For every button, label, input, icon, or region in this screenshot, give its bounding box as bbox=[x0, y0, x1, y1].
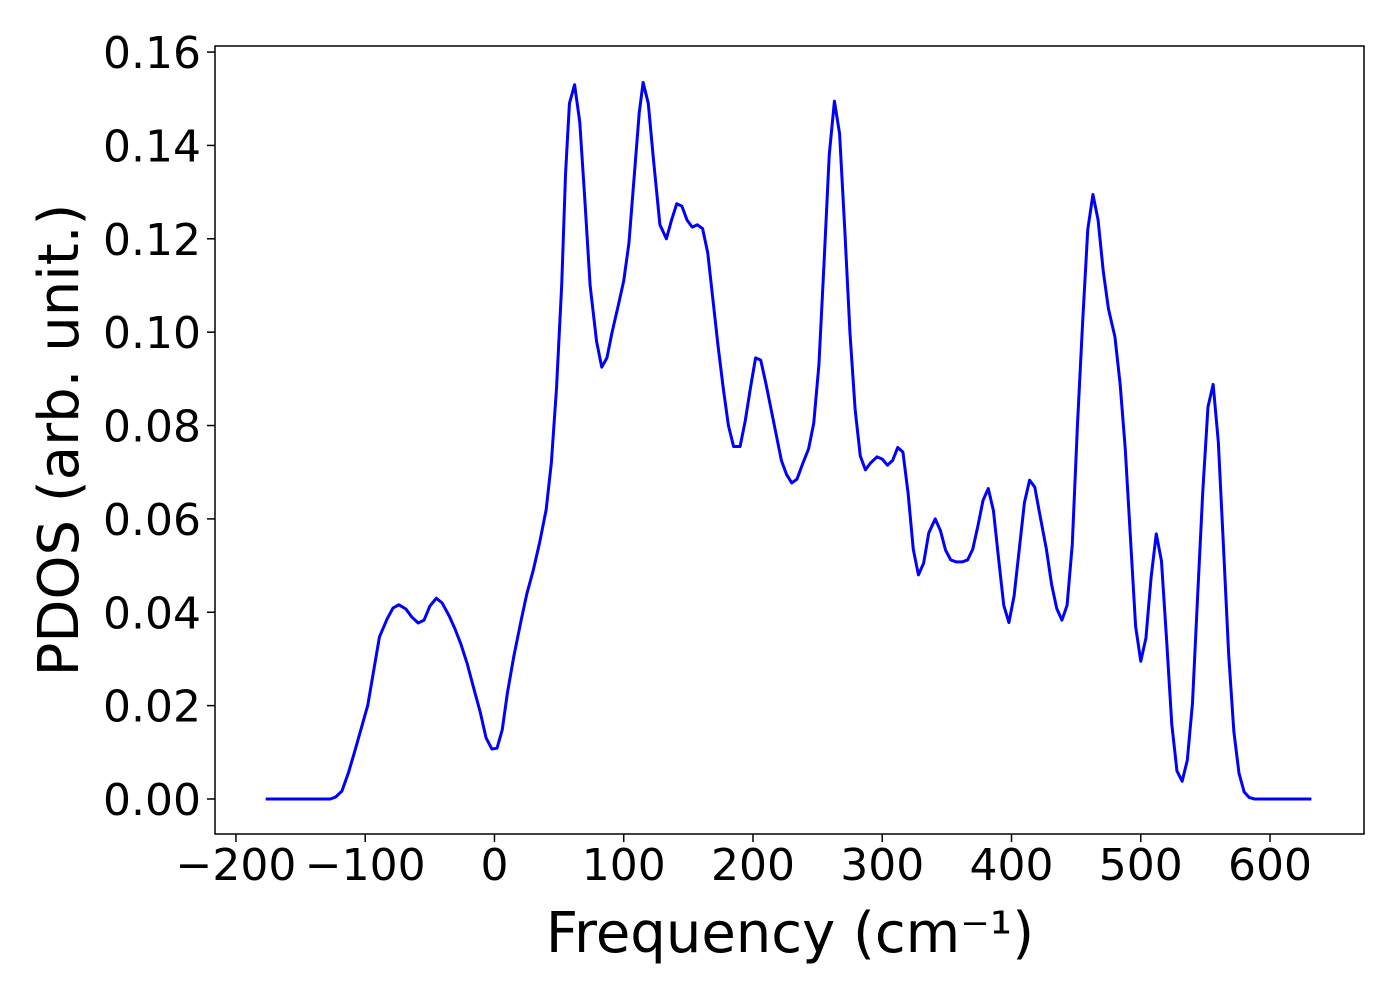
x-tick-label: 200 bbox=[711, 840, 795, 891]
x-tick-label: 600 bbox=[1228, 840, 1312, 891]
x-tick-label: 500 bbox=[1099, 840, 1183, 891]
y-tick-label: 0.02 bbox=[103, 682, 201, 733]
y-tick-label: 0.06 bbox=[103, 495, 201, 546]
x-tick-label: 300 bbox=[840, 840, 924, 891]
y-tick-label: 0.08 bbox=[103, 402, 201, 453]
x-tick-label: 100 bbox=[582, 840, 666, 891]
y-tick-label: 0.00 bbox=[103, 775, 201, 826]
y-tick-label: 0.14 bbox=[103, 121, 201, 172]
x-axis-label: Frequency (cm⁻¹) bbox=[546, 901, 1034, 966]
y-tick-label: 0.04 bbox=[103, 588, 201, 639]
x-tick-label: −100 bbox=[305, 840, 426, 891]
y-tick-label: 0.16 bbox=[103, 28, 201, 79]
y-axis-label: PDOS (arb. unit.) bbox=[27, 204, 92, 677]
plot-frame bbox=[214, 45, 1365, 835]
y-tick-label: 0.10 bbox=[103, 308, 201, 359]
x-tick-label: 0 bbox=[480, 840, 508, 891]
x-tick-label: 400 bbox=[970, 840, 1054, 891]
x-tick-label: −200 bbox=[176, 840, 297, 891]
y-tick-label: 0.12 bbox=[103, 215, 201, 266]
data-line bbox=[265, 80, 1312, 801]
